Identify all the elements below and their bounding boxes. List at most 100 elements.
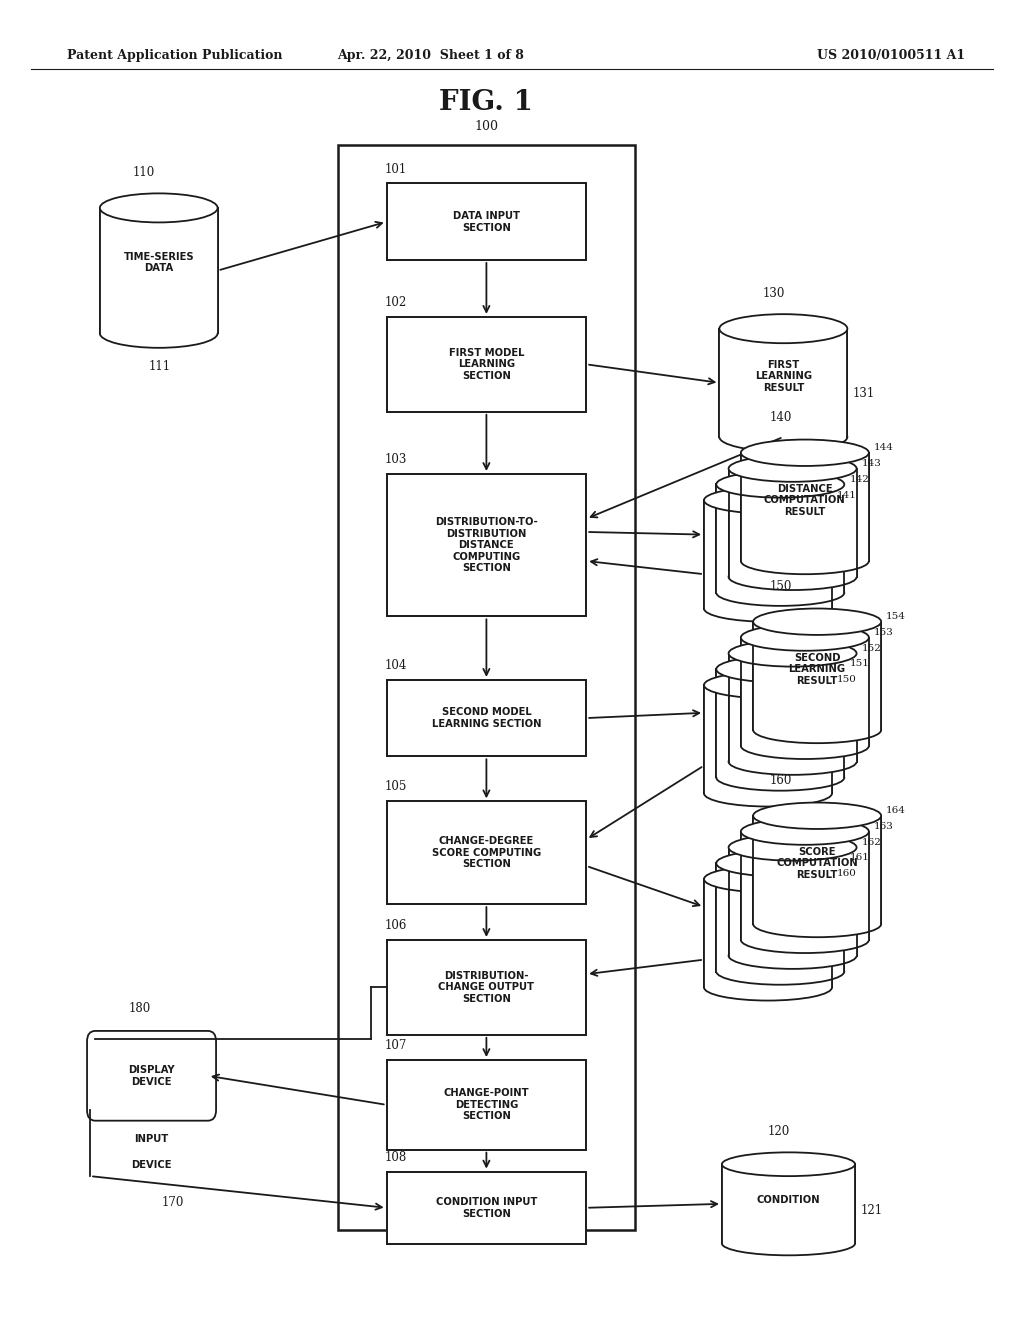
Text: 154: 154	[887, 612, 906, 620]
Ellipse shape	[705, 866, 831, 892]
Text: FIRST MODEL
LEARNING
SECTION: FIRST MODEL LEARNING SECTION	[449, 347, 524, 381]
Bar	[729, 653, 856, 762]
Text: 150: 150	[838, 676, 857, 684]
Text: DATA INPUT
SECTION: DATA INPUT SECTION	[453, 211, 520, 232]
Bar	[741, 832, 868, 940]
Text: INPUT: INPUT	[134, 1134, 169, 1144]
Ellipse shape	[729, 834, 856, 861]
Ellipse shape	[729, 640, 856, 667]
Bar	[722, 1164, 855, 1243]
Text: 161: 161	[850, 854, 869, 862]
Text: Apr. 22, 2010  Sheet 1 of 8: Apr. 22, 2010 Sheet 1 of 8	[337, 49, 523, 62]
Ellipse shape	[717, 656, 844, 682]
Text: 151: 151	[850, 660, 869, 668]
Text: SECOND MODEL
LEARNING SECTION: SECOND MODEL LEARNING SECTION	[432, 708, 541, 729]
Text: DISTRIBUTION-
CHANGE OUTPUT
SECTION: DISTRIBUTION- CHANGE OUTPUT SECTION	[438, 970, 535, 1005]
Text: 103: 103	[384, 453, 407, 466]
Ellipse shape	[717, 579, 844, 606]
Ellipse shape	[729, 564, 856, 590]
Bar	[754, 816, 881, 924]
Ellipse shape	[719, 422, 848, 451]
Text: DEVICE: DEVICE	[131, 1160, 172, 1171]
Text: 143: 143	[862, 459, 882, 467]
Text: 153: 153	[874, 628, 894, 636]
Bar	[741, 638, 868, 746]
Ellipse shape	[741, 927, 868, 953]
Ellipse shape	[705, 595, 831, 622]
Text: CHANGE-POINT
DETECTING
SECTION: CHANGE-POINT DETECTING SECTION	[443, 1088, 529, 1122]
Bar	[386, 801, 586, 904]
Ellipse shape	[717, 764, 844, 791]
Bar	[705, 500, 831, 609]
Ellipse shape	[705, 974, 831, 1001]
Text: SCORE
COMPUTATION
RESULT: SCORE COMPUTATION RESULT	[776, 846, 858, 880]
Text: DISTRIBUTION-TO-
DISTRIBUTION
DISTANCE
COMPUTING
SECTION: DISTRIBUTION-TO- DISTRIBUTION DISTANCE C…	[435, 517, 538, 573]
Bar	[386, 1172, 586, 1243]
Text: CHANGE-DEGREE
SCORE COMPUTING
SECTION: CHANGE-DEGREE SCORE COMPUTING SECTION	[432, 836, 541, 870]
Text: 120: 120	[768, 1125, 791, 1138]
Bar	[386, 680, 586, 756]
Ellipse shape	[717, 850, 844, 876]
Bar	[717, 863, 844, 972]
Text: 180: 180	[129, 1002, 152, 1015]
Ellipse shape	[705, 672, 831, 698]
Ellipse shape	[754, 609, 881, 635]
Text: 141: 141	[838, 491, 857, 499]
Text: 131: 131	[852, 387, 874, 400]
Ellipse shape	[754, 803, 881, 829]
Text: SECOND
LEARNING
RESULT: SECOND LEARNING RESULT	[788, 652, 846, 686]
Ellipse shape	[100, 193, 217, 222]
Text: 140: 140	[770, 411, 793, 424]
Bar	[729, 847, 856, 956]
Text: TIME-SERIES
DATA: TIME-SERIES DATA	[124, 252, 194, 273]
Text: DISPLAY
DEVICE: DISPLAY DEVICE	[128, 1065, 175, 1086]
Bar	[338, 145, 635, 1230]
Ellipse shape	[754, 911, 881, 937]
Ellipse shape	[741, 733, 868, 759]
Bar	[719, 329, 848, 437]
Text: 160: 160	[770, 774, 793, 787]
Text: 121: 121	[860, 1204, 883, 1217]
Bar	[741, 453, 868, 561]
Ellipse shape	[722, 1232, 855, 1255]
Text: 142: 142	[850, 475, 869, 483]
Text: 100: 100	[474, 120, 499, 133]
Ellipse shape	[717, 471, 844, 498]
Text: 102: 102	[384, 296, 407, 309]
Text: 144: 144	[874, 444, 894, 451]
Ellipse shape	[741, 440, 868, 466]
Ellipse shape	[717, 958, 844, 985]
Ellipse shape	[729, 942, 856, 969]
Bar	[729, 469, 856, 577]
Bar	[386, 317, 586, 412]
Ellipse shape	[705, 780, 831, 807]
Text: 150: 150	[770, 579, 793, 593]
Ellipse shape	[729, 748, 856, 775]
Bar	[386, 940, 586, 1035]
Text: 101: 101	[384, 162, 407, 176]
Text: 104: 104	[384, 659, 407, 672]
Text: Patent Application Publication: Patent Application Publication	[67, 49, 282, 62]
Bar	[717, 669, 844, 777]
Text: 164: 164	[887, 807, 906, 814]
Ellipse shape	[705, 487, 831, 513]
Ellipse shape	[729, 455, 856, 482]
Text: 105: 105	[384, 780, 407, 793]
Ellipse shape	[754, 717, 881, 743]
Text: 160: 160	[838, 870, 857, 878]
Text: FIRST
LEARNING
RESULT: FIRST LEARNING RESULT	[755, 359, 812, 393]
Text: CONDITION INPUT
SECTION: CONDITION INPUT SECTION	[436, 1197, 537, 1218]
Text: 108: 108	[384, 1151, 407, 1164]
Text: 163: 163	[874, 822, 894, 830]
Text: FIG. 1: FIG. 1	[439, 90, 534, 116]
Ellipse shape	[100, 318, 217, 347]
Bar	[386, 474, 586, 616]
Text: 170: 170	[162, 1196, 184, 1209]
Ellipse shape	[719, 314, 848, 343]
FancyBboxPatch shape	[87, 1031, 216, 1121]
Bar	[386, 183, 586, 260]
Ellipse shape	[741, 624, 868, 651]
Text: 110: 110	[133, 166, 156, 178]
Bar	[705, 879, 831, 987]
Text: CONDITION: CONDITION	[757, 1195, 820, 1205]
